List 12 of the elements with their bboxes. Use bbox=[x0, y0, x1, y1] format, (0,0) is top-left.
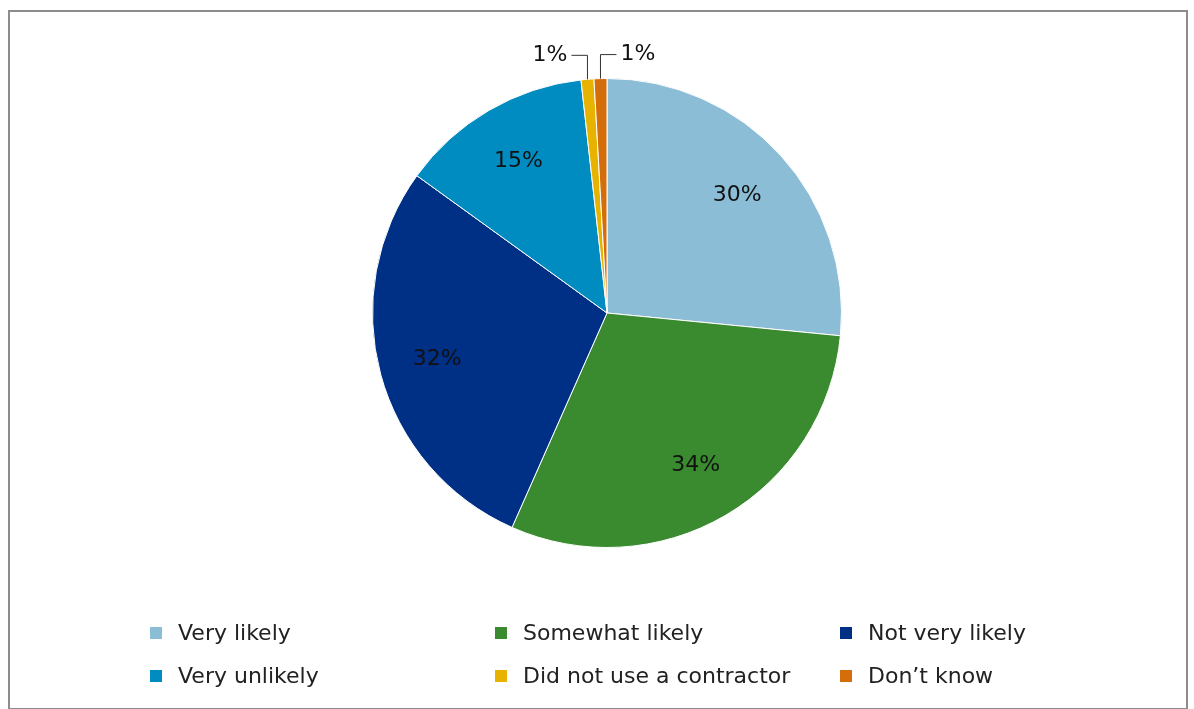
data-label: 15% bbox=[493, 146, 543, 172]
legend-label: Somewhat likely bbox=[523, 620, 704, 645]
legend-label: Very unlikely bbox=[178, 663, 319, 688]
data-label: 1% bbox=[532, 41, 568, 67]
data-label: 34% bbox=[671, 450, 721, 476]
legend-label: Not very likely bbox=[868, 620, 1026, 645]
legend-label: Very likely bbox=[178, 620, 291, 645]
legend-label: Don’t know bbox=[868, 663, 994, 688]
data-label: 1% bbox=[620, 40, 656, 66]
data-label: 32% bbox=[412, 344, 462, 370]
data-label: 30% bbox=[712, 180, 762, 206]
legend-label: Did not use a contractor bbox=[523, 663, 791, 688]
